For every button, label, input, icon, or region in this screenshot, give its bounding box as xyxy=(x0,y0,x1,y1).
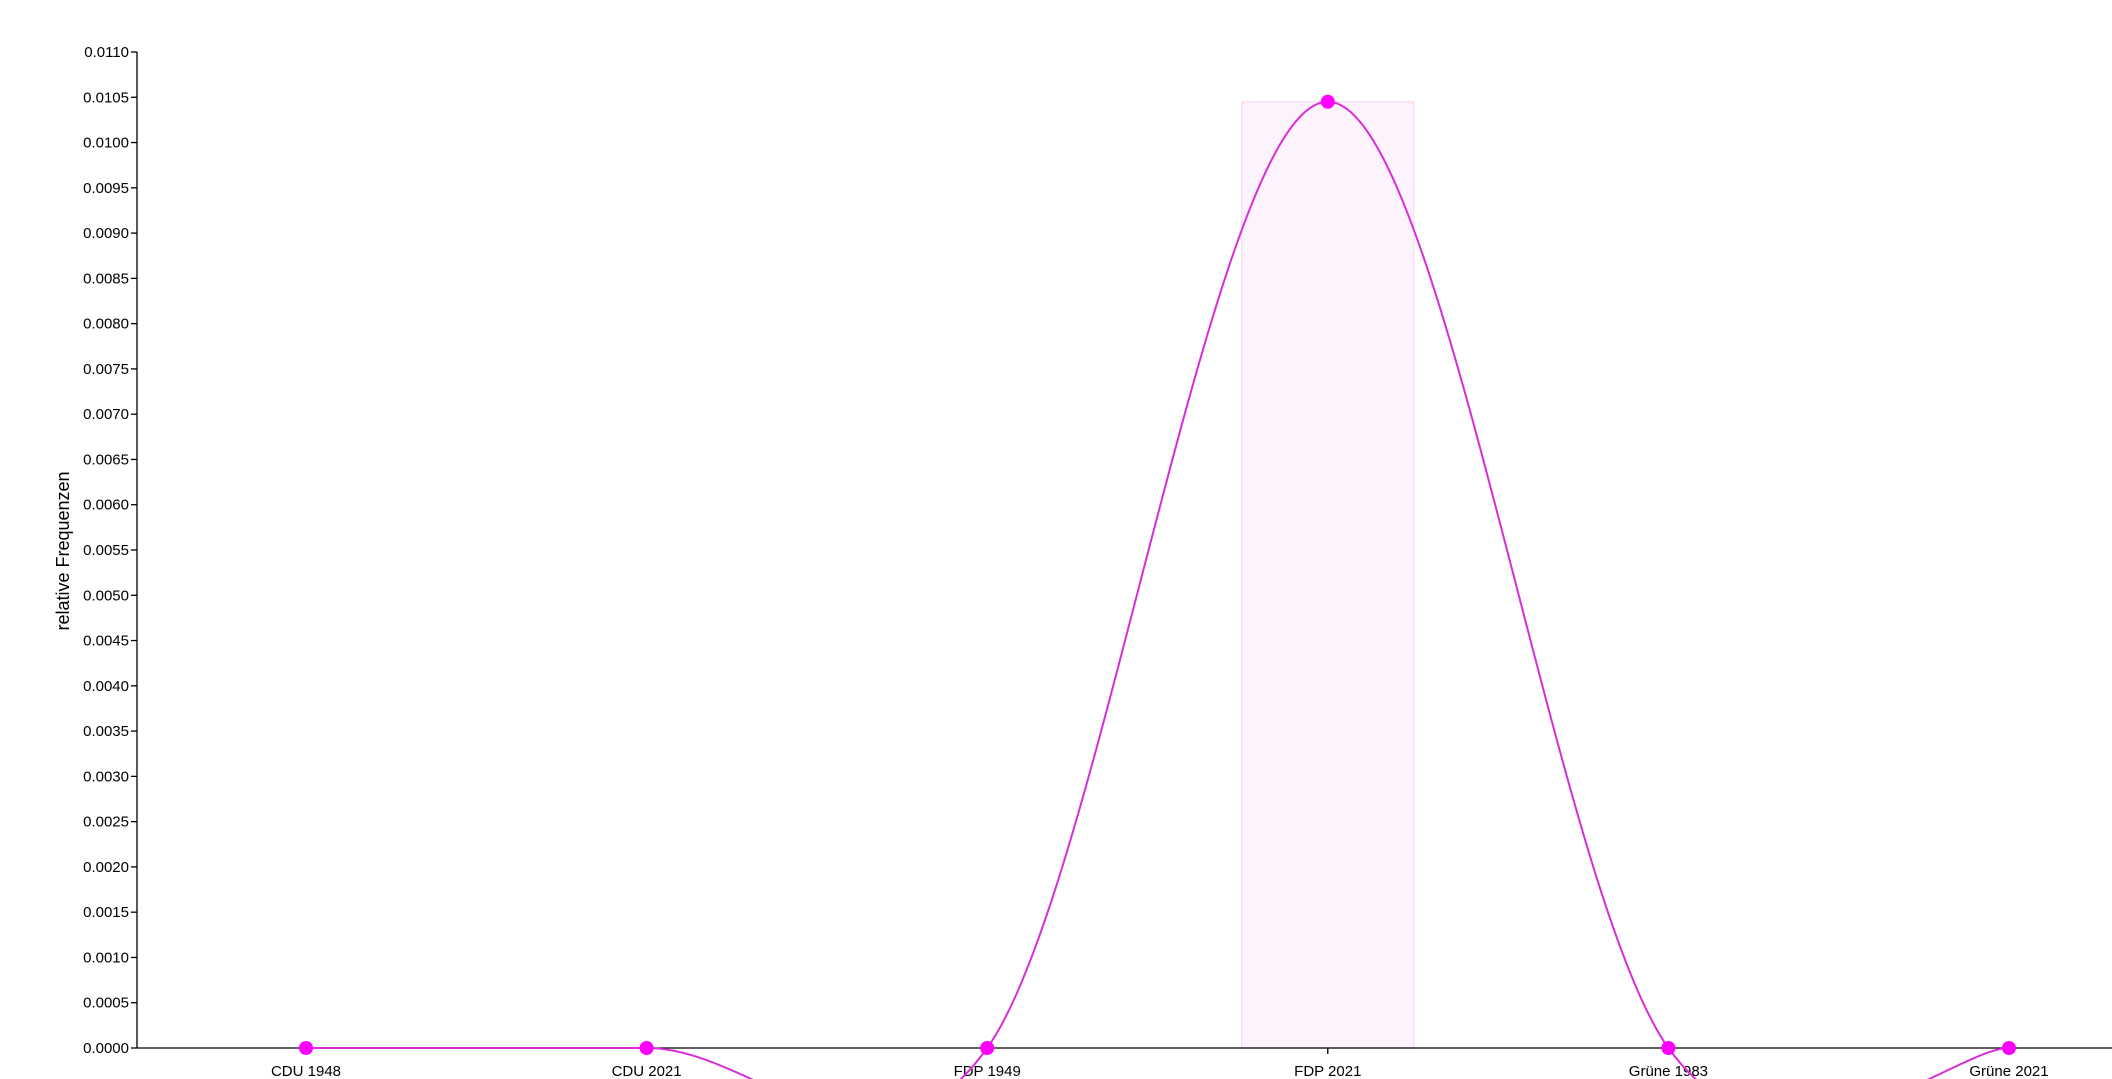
y-tick-label: 0.0090 xyxy=(83,225,129,242)
y-tick-label: 0.0010 xyxy=(83,949,129,966)
series-line xyxy=(306,100,2010,1079)
data-point[interactable] xyxy=(1661,1041,1676,1055)
y-tick-label: 0.0095 xyxy=(83,180,129,197)
y-tick-label: 0.0080 xyxy=(83,316,129,333)
y-tick-label: 0.0035 xyxy=(83,723,129,740)
y-tick-label: 0.0070 xyxy=(83,406,129,423)
y-tick-label: 0.0025 xyxy=(83,814,129,831)
highlight-layer xyxy=(1241,101,1415,1049)
y-tick-label: 0.0045 xyxy=(83,633,129,650)
y-tick-label: 0.0085 xyxy=(83,270,129,287)
points-layer xyxy=(299,94,2016,1055)
y-tick-label: 0.0060 xyxy=(83,497,129,514)
data-point[interactable] xyxy=(2002,1041,2016,1055)
data-point[interactable] xyxy=(1320,94,1335,109)
x-tick-label: Grüne 2021 xyxy=(1969,1063,2048,1079)
x-tick-label: CDU 2021 xyxy=(612,1063,682,1079)
y-tick-label: 0.0040 xyxy=(83,678,129,695)
x-tick-label: FDP 2021 xyxy=(1294,1063,1361,1079)
y-tick-label: 0.0050 xyxy=(83,587,129,604)
y-axis: 0.0000 0.0005 0.0010 0.0015 0.0020 0.0025 0.00… xyxy=(83,44,138,1057)
x-axis: CDU 1948 CDU 2021 FDP 1949 FDP 2021 Grüne 19… xyxy=(137,1047,2112,1079)
y-tick-label: 0.0030 xyxy=(83,768,129,785)
y-tick-label: 0.0015 xyxy=(83,904,129,921)
y-tick-label: 0.0065 xyxy=(83,451,129,468)
y-tick-label: 0.0005 xyxy=(83,995,129,1012)
y-tick-label: 0.0105 xyxy=(83,89,129,106)
y-tick-label: 0.0110 xyxy=(84,44,129,61)
y-tick-label: 0.0100 xyxy=(83,135,129,152)
x-tick-label: Grüne 1983 xyxy=(1629,1063,1708,1079)
data-point[interactable] xyxy=(299,1041,313,1055)
y-tick-label: 0.0020 xyxy=(83,859,129,876)
x-tick-label: FDP 1949 xyxy=(954,1063,1021,1079)
data-point[interactable] xyxy=(980,1041,995,1055)
data-point[interactable] xyxy=(639,1041,654,1055)
x-tick-label: CDU 1948 xyxy=(271,1063,341,1079)
highlight-band xyxy=(1241,101,1415,1049)
y-tick-label: 0.0000 xyxy=(83,1040,129,1057)
series-layer xyxy=(306,100,2010,1079)
y-axis-label: relative Frequenzen xyxy=(53,471,73,630)
y-tick-label: 0.0055 xyxy=(83,542,129,559)
y-tick-label: 0.0075 xyxy=(83,361,129,378)
